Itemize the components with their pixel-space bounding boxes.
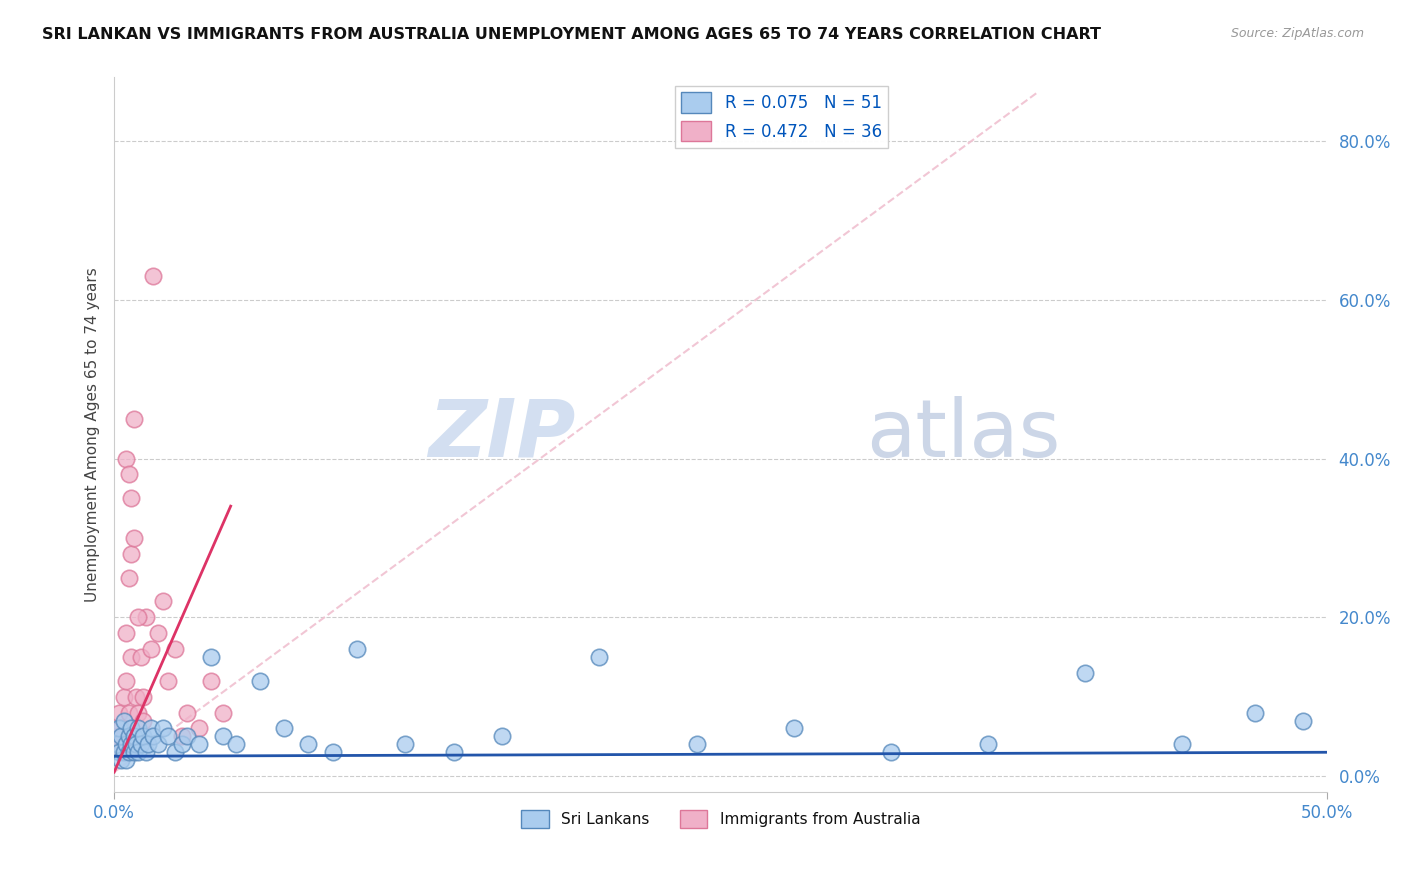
Point: [346, 642, 368, 657]
Point: [120, 491, 142, 506]
Point: [127, 610, 149, 624]
Point: [115, 626, 138, 640]
Point: [108, 745, 131, 759]
Point: [491, 730, 513, 744]
Point: [110, 722, 132, 736]
Point: [122, 531, 145, 545]
Point: [188, 722, 211, 736]
Point: [127, 722, 149, 736]
Point: [122, 745, 145, 759]
Point: [105, 737, 128, 751]
Point: [108, 737, 131, 751]
Point: [118, 467, 141, 482]
Point: [132, 730, 155, 744]
Text: ZIP: ZIP: [427, 396, 575, 474]
Point: [685, 737, 707, 751]
Point: [394, 737, 416, 751]
Point: [135, 745, 157, 759]
Point: [152, 722, 174, 736]
Point: [142, 730, 165, 744]
Point: [1171, 737, 1194, 751]
Point: [110, 745, 132, 759]
Point: [200, 650, 222, 665]
Point: [273, 722, 295, 736]
Point: [163, 642, 186, 657]
Point: [172, 737, 194, 751]
Point: [135, 610, 157, 624]
Text: Source: ZipAtlas.com: Source: ZipAtlas.com: [1230, 27, 1364, 40]
Point: [188, 737, 211, 751]
Point: [125, 690, 148, 704]
Point: [588, 650, 610, 665]
Point: [108, 706, 131, 720]
Point: [118, 745, 141, 759]
Point: [118, 706, 141, 720]
Point: [156, 673, 179, 688]
Point: [112, 690, 135, 704]
Point: [200, 673, 222, 688]
Point: [212, 730, 235, 744]
Point: [1292, 714, 1315, 728]
Point: [156, 730, 179, 744]
Point: [127, 706, 149, 720]
Point: [142, 268, 165, 283]
Point: [172, 730, 194, 744]
Point: [152, 594, 174, 608]
Point: [118, 571, 141, 585]
Point: [105, 730, 128, 744]
Point: [176, 706, 198, 720]
Point: [115, 753, 138, 767]
Point: [139, 722, 162, 736]
Text: atlas: atlas: [866, 396, 1060, 474]
Point: [163, 745, 186, 759]
Point: [212, 706, 235, 720]
Point: [443, 745, 465, 759]
Point: [115, 451, 138, 466]
Point: [1074, 665, 1097, 680]
Point: [146, 626, 169, 640]
Point: [112, 745, 135, 759]
Point: [322, 745, 344, 759]
Y-axis label: Unemployment Among Ages 65 to 74 years: Unemployment Among Ages 65 to 74 years: [86, 268, 100, 602]
Point: [112, 730, 135, 744]
Point: [129, 737, 152, 751]
Point: [122, 730, 145, 744]
Point: [132, 714, 155, 728]
Point: [297, 737, 319, 751]
Point: [127, 745, 149, 759]
Point: [120, 722, 142, 736]
Point: [118, 730, 141, 744]
Point: [976, 737, 998, 751]
Point: [782, 722, 804, 736]
Point: [120, 737, 142, 751]
Legend: Sri Lankans, Immigrants from Australia: Sri Lankans, Immigrants from Australia: [515, 804, 927, 834]
Point: [129, 650, 152, 665]
Point: [125, 737, 148, 751]
Text: SRI LANKAN VS IMMIGRANTS FROM AUSTRALIA UNEMPLOYMENT AMONG AGES 65 TO 74 YEARS C: SRI LANKAN VS IMMIGRANTS FROM AUSTRALIA …: [42, 27, 1101, 42]
Point: [139, 642, 162, 657]
Point: [132, 690, 155, 704]
Point: [176, 730, 198, 744]
Point: [120, 650, 142, 665]
Point: [115, 673, 138, 688]
Point: [108, 722, 131, 736]
Point: [879, 745, 901, 759]
Point: [112, 714, 135, 728]
Point: [110, 753, 132, 767]
Point: [115, 737, 138, 751]
Point: [120, 547, 142, 561]
Point: [136, 737, 159, 751]
Point: [122, 412, 145, 426]
Point: [110, 730, 132, 744]
Point: [249, 673, 271, 688]
Point: [146, 737, 169, 751]
Point: [225, 737, 247, 751]
Point: [1243, 706, 1265, 720]
